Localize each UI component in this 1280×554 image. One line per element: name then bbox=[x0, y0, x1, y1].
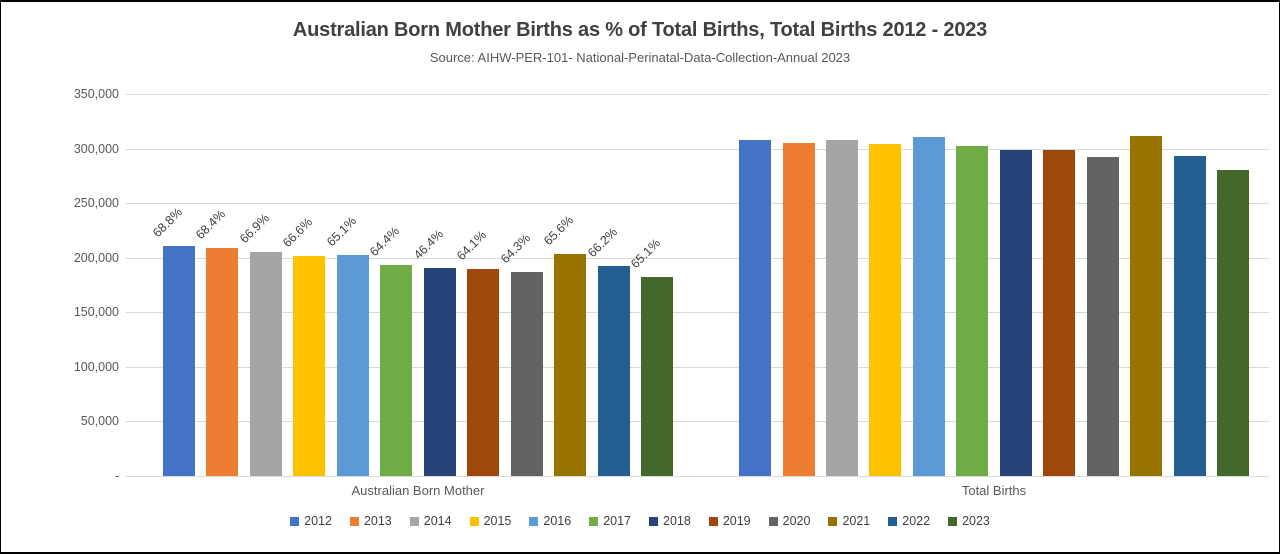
legend-item-2021: 2021 bbox=[828, 514, 870, 528]
legend-label: 2021 bbox=[842, 514, 871, 528]
y-axis-tick-label: 100,000 bbox=[73, 359, 119, 374]
bar-2022-australian-born-mother bbox=[597, 265, 630, 476]
bar-2015-total-births bbox=[869, 144, 902, 476]
legend-item-2023: 2023 bbox=[948, 514, 990, 528]
data-label-2023: 65.1% bbox=[628, 236, 664, 272]
data-label-2013: 68.4% bbox=[193, 207, 229, 243]
data-label-2017: 64.4% bbox=[367, 223, 403, 259]
chart-title: Australian Born Mother Births as % of To… bbox=[292, 19, 988, 41]
y-gridline bbox=[126, 421, 1269, 423]
legend-swatch-icon bbox=[589, 516, 599, 526]
legend-swatch-icon bbox=[409, 516, 419, 526]
data-label-2021: 65.6% bbox=[541, 212, 577, 248]
legend-label: 2015 bbox=[483, 514, 512, 528]
bar-2012-total-births bbox=[739, 140, 771, 476]
y-gridline bbox=[126, 94, 1269, 95]
bar-2020-total-births bbox=[1086, 156, 1119, 476]
legend-item-2018: 2018 bbox=[649, 514, 691, 528]
data-label-2014: 66.9% bbox=[236, 211, 272, 247]
legend-item-2020: 2020 bbox=[768, 514, 811, 528]
legend-item-2017: 2017 bbox=[589, 514, 631, 528]
x-axis-category-label-total-births: Total Births bbox=[961, 483, 1027, 498]
legend-swatch-icon bbox=[649, 516, 658, 526]
bar-2019-total-births bbox=[1043, 149, 1076, 476]
legend-label: 2018 bbox=[663, 514, 691, 528]
legend-swatch-icon bbox=[469, 516, 479, 526]
bar-2017-australian-born-mother bbox=[380, 264, 413, 476]
bar-2013-australian-born-mother bbox=[206, 248, 239, 476]
legend-label: 2017 bbox=[603, 514, 631, 528]
y-axis-tick-label: 50,000 bbox=[80, 414, 119, 429]
legend-item-2014: 2014 bbox=[409, 514, 452, 528]
legend: 2012 2013 2014 2015 2016 2017 2018 2019 2020 2021… bbox=[1, 514, 1279, 528]
y-gridline bbox=[126, 366, 1269, 368]
chart-subtitle: Source: AIHW-PER-101- National-Perinatal… bbox=[429, 50, 851, 65]
data-label-2020: 64.3% bbox=[497, 231, 533, 267]
y-axis-tick-label: 250,000 bbox=[73, 196, 119, 211]
legend-swatch-icon bbox=[888, 516, 898, 526]
legend-label: 2019 bbox=[722, 514, 751, 528]
bar-2023-australian-born-mother bbox=[641, 277, 673, 476]
bar-2016-total-births bbox=[912, 136, 945, 476]
bar-2020-australian-born-mother bbox=[510, 272, 543, 476]
legend-label: 2023 bbox=[962, 514, 990, 528]
y-axis-tick-label: - bbox=[114, 469, 119, 483]
legend-swatch-icon bbox=[529, 516, 539, 526]
y-axis-tick-label: 200,000 bbox=[73, 250, 119, 265]
legend-item-2019: 2019 bbox=[708, 514, 751, 528]
bar-2016-australian-born-mother bbox=[336, 255, 369, 476]
legend-item-2022: 2022 bbox=[888, 514, 930, 528]
legend-label: 2016 bbox=[543, 514, 572, 528]
legend-swatch-icon bbox=[290, 516, 300, 526]
legend-label: 2020 bbox=[782, 514, 811, 528]
bar-2018-total-births bbox=[999, 150, 1032, 476]
data-label-2015: 66.6% bbox=[280, 214, 316, 250]
x-axis-category-label-australian-born-mother: Australian Born Mother bbox=[351, 483, 485, 498]
bar-2022-total-births bbox=[1173, 155, 1206, 476]
legend-item-2016: 2016 bbox=[529, 514, 571, 528]
y-gridline bbox=[126, 312, 1269, 314]
legend-swatch-icon bbox=[768, 516, 778, 526]
bar-2021-australian-born-mother bbox=[554, 253, 586, 476]
bar-2023-total-births bbox=[1217, 169, 1249, 476]
legend-swatch-icon bbox=[708, 516, 718, 526]
y-gridline bbox=[126, 203, 1269, 205]
bar-2013-total-births bbox=[782, 142, 815, 476]
bar-2012-australian-born-mother bbox=[163, 245, 195, 476]
y-axis-tick-label: 300,000 bbox=[73, 141, 119, 156]
data-label-2022: 66.2% bbox=[584, 224, 620, 260]
data-label-2018: 46.4% bbox=[410, 226, 446, 262]
legend-label: 2012 bbox=[304, 514, 332, 528]
legend-label: 2014 bbox=[423, 514, 452, 528]
y-gridline bbox=[126, 148, 1269, 150]
bar-2021-total-births bbox=[1130, 136, 1162, 476]
legend-label: 2013 bbox=[363, 514, 392, 528]
legend-swatch-icon bbox=[948, 516, 958, 526]
legend-label: 2022 bbox=[902, 514, 931, 528]
bar-2014-australian-born-mother bbox=[249, 252, 282, 476]
legend-swatch-icon bbox=[828, 516, 838, 526]
bar-2015-australian-born-mother bbox=[293, 255, 326, 476]
bar-2018-australian-born-mother bbox=[423, 267, 456, 476]
y-axis-tick-label: 350,000 bbox=[73, 87, 119, 101]
legend-item-2012: 2012 bbox=[290, 514, 332, 528]
bar-2019-australian-born-mother bbox=[467, 268, 500, 476]
legend-item-2015: 2015 bbox=[469, 514, 512, 528]
bar-2017-total-births bbox=[956, 145, 989, 476]
y-axis-tick-label: 150,000 bbox=[73, 305, 119, 320]
legend-item-2013: 2013 bbox=[349, 514, 392, 528]
legend-swatch-icon bbox=[349, 516, 359, 526]
y-gridline bbox=[126, 476, 1269, 477]
data-label-2016: 65.1% bbox=[323, 214, 359, 249]
data-label-2012: 68.8% bbox=[150, 204, 186, 240]
bar-2014-total-births bbox=[825, 139, 858, 476]
y-gridline bbox=[126, 257, 1269, 259]
